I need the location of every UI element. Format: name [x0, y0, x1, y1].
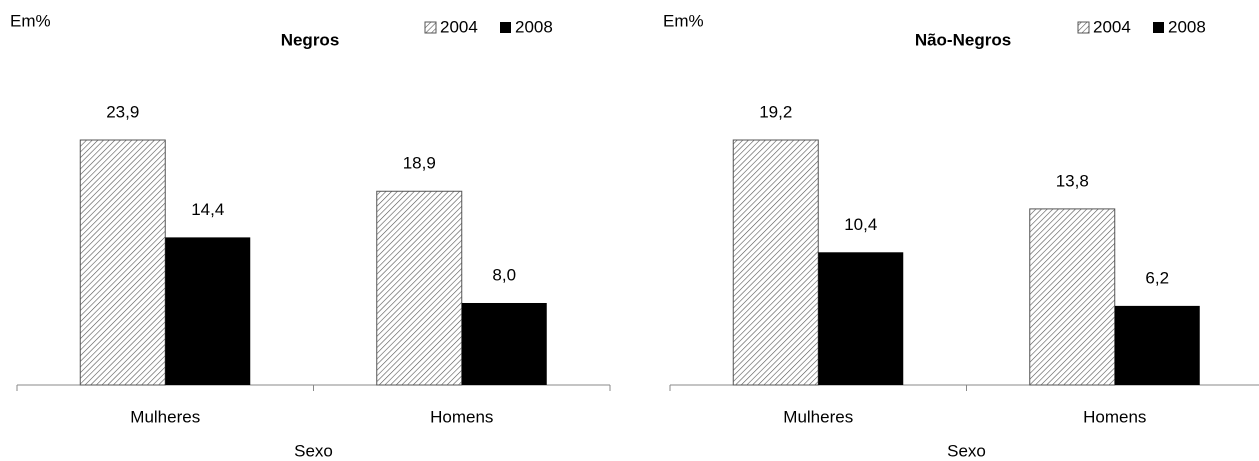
- bar: [1029, 208, 1116, 386]
- x-tick-label: Homens: [1083, 407, 1146, 426]
- x-axis-title: Sexo: [947, 441, 986, 460]
- legend-label: 2008: [515, 17, 553, 36]
- legend-label: 2004: [1093, 17, 1131, 36]
- data-label: 18,9: [403, 154, 436, 173]
- bar: [165, 237, 251, 385]
- unit-label: Em%: [10, 11, 51, 30]
- bar: [79, 139, 166, 386]
- data-label: 8,0: [492, 265, 516, 284]
- legend-swatch: [500, 22, 511, 33]
- legend-swatch: [1153, 22, 1164, 33]
- unit-label: Em%: [663, 11, 704, 30]
- chart-title: Não-Negros: [915, 30, 1011, 49]
- legend-label: 2008: [1168, 17, 1206, 36]
- data-label: 23,9: [106, 102, 139, 121]
- bar: [1114, 305, 1200, 385]
- data-label: 19,2: [759, 102, 792, 121]
- legend-swatch: [1077, 21, 1090, 34]
- chart-title: Negros: [281, 30, 340, 49]
- bar: [732, 139, 819, 386]
- data-label: 6,2: [1145, 268, 1169, 287]
- data-label: 10,4: [844, 215, 877, 234]
- x-tick-label: Mulheres: [783, 407, 853, 426]
- x-axis-title: Sexo: [294, 441, 333, 460]
- data-label: 13,8: [1056, 171, 1089, 190]
- legend-label: 2004: [440, 17, 478, 36]
- x-tick-label: Mulheres: [130, 407, 200, 426]
- data-label: 14,4: [191, 200, 224, 219]
- legend-swatch: [424, 21, 437, 34]
- bar: [818, 252, 904, 385]
- x-tick-label: Homens: [430, 407, 493, 426]
- bar: [376, 190, 463, 386]
- bar: [461, 302, 547, 385]
